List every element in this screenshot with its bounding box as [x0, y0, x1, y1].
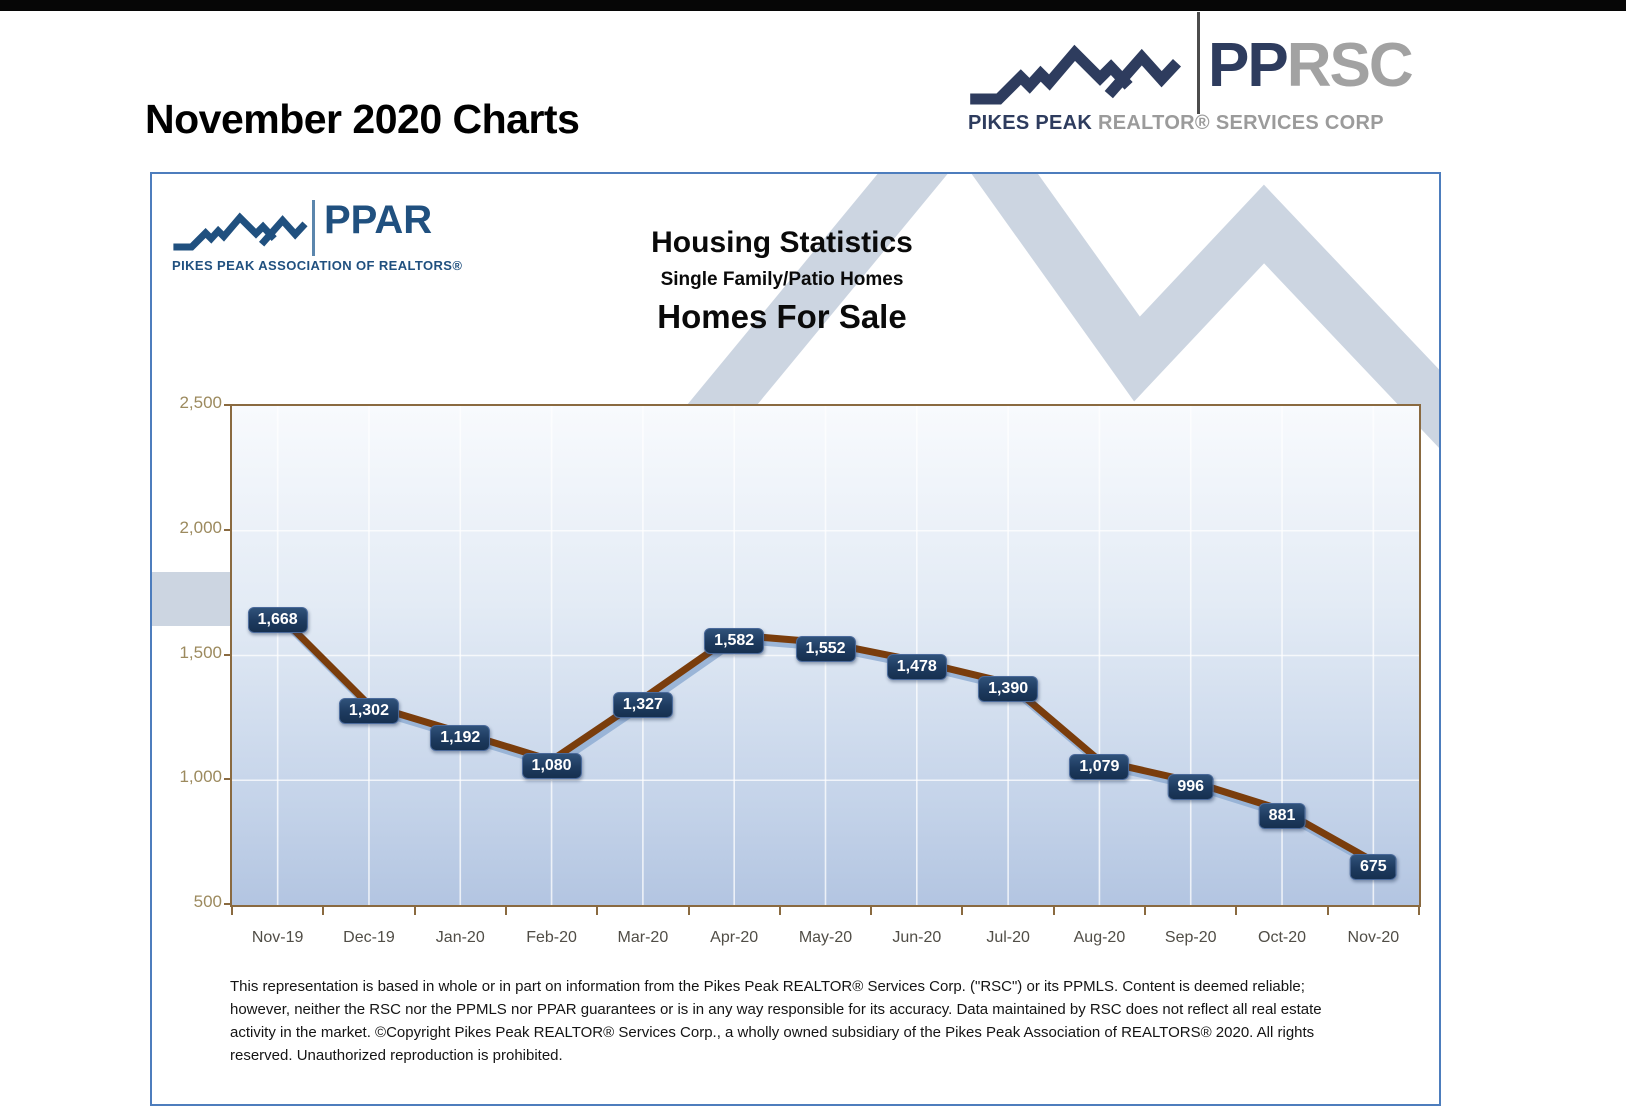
ppar-wordmark: PPAR — [324, 198, 433, 242]
x-axis-tick — [1235, 907, 1238, 915]
data-label: 996 — [1167, 774, 1215, 801]
y-tick-label: 2,500 — [179, 393, 222, 412]
data-label: 1,390 — [978, 675, 1039, 702]
data-label: 1,552 — [795, 635, 856, 662]
pprsc-rsc: RSC — [1286, 31, 1414, 100]
x-tick-label: Sep-20 — [1164, 929, 1217, 946]
data-label: 1,582 — [704, 628, 765, 655]
x-tick-label: Mar-20 — [617, 929, 669, 946]
y-axis-tick — [224, 528, 231, 531]
pprsc-subtext: PIKES PEAK REALTOR® SERVICES CORP — [968, 112, 1428, 135]
pprsc-subtext-light: REALTOR® SERVICES CORP — [1098, 112, 1384, 134]
chart-subtitle: Single Family/Patio Homes — [660, 269, 904, 290]
x-axis-tick — [687, 907, 690, 915]
y-axis-tick — [224, 903, 231, 905]
chart-titles: Housing Statistics Single Family/Patio H… — [152, 226, 1412, 336]
chart-card: PPAR PIKES PEAK ASSOCIATION OF REALTORS®… — [150, 172, 1441, 1106]
pprsc-wordmark: PPRSC — [1208, 30, 1414, 101]
ppar-subtext: PIKES PEAK ASSOCIATION OF REALTORS® — [172, 258, 463, 273]
x-axis-tick — [413, 907, 416, 915]
x-tick-label: Dec-19 — [343, 929, 395, 946]
x-tick-label: Jun-20 — [892, 929, 942, 946]
y-axis-tick — [224, 653, 231, 656]
x-tick-label: Oct-20 — [1258, 929, 1307, 946]
x-axis-tick — [1052, 907, 1055, 915]
pprsc-subtext-dark: PIKES PEAK — [968, 112, 1093, 134]
page-title: November 2020 Charts — [145, 96, 580, 142]
data-label: 881 — [1258, 802, 1306, 829]
pprsc-mountain-icon — [970, 44, 1182, 105]
chart-title: Housing Statistics — [651, 226, 913, 259]
disclaimer-text: This representation is based in whole or… — [230, 978, 1322, 1064]
top-black-bar — [0, 0, 1626, 11]
x-axis-tick — [1144, 907, 1147, 915]
x-tick-label: May-20 — [798, 929, 853, 946]
x-tick-label: Aug-20 — [1073, 929, 1126, 946]
x-axis-tick — [596, 907, 599, 915]
y-tick-label: 500 — [193, 892, 222, 911]
y-tick-label: 1,500 — [179, 642, 222, 662]
logo-divider — [1197, 12, 1200, 114]
data-label: 1,192 — [430, 725, 491, 752]
data-label: 1,302 — [338, 697, 399, 724]
data-label: 1,478 — [886, 653, 947, 680]
logo-divider — [312, 200, 315, 256]
x-tick-label: Nov-19 — [251, 929, 304, 946]
x-tick-label: Jan-20 — [435, 929, 485, 946]
ppar-mountain-icon — [173, 212, 308, 251]
pprsc-pp: PP — [1208, 31, 1289, 100]
y-axis-tick — [224, 778, 231, 781]
data-label: 1,327 — [612, 691, 673, 718]
x-tick-label: Nov-20 — [1347, 929, 1400, 946]
x-axis-tick — [322, 907, 325, 915]
data-label: 675 — [1349, 854, 1397, 881]
x-axis-tick — [1418, 907, 1420, 915]
x-tick-label: Feb-20 — [526, 929, 577, 946]
x-tick-label: Apr-20 — [710, 929, 759, 946]
y-tick-label: 2,000 — [179, 517, 222, 537]
x-axis-tick — [231, 907, 233, 915]
x-axis-tick — [778, 907, 781, 915]
chart-series-title: Homes For Sale — [657, 298, 907, 335]
y-axis-tick — [224, 404, 231, 406]
x-axis-tick — [1326, 907, 1329, 915]
x-tick-label: Jul-20 — [986, 929, 1030, 946]
data-label: 1,668 — [247, 606, 308, 633]
x-axis-tick — [961, 907, 964, 915]
data-label: 1,080 — [521, 753, 582, 780]
y-tick-label: 1,000 — [179, 767, 222, 787]
x-axis-tick — [504, 907, 507, 915]
x-axis-tick — [870, 907, 873, 915]
data-label: 1,079 — [1069, 753, 1130, 780]
